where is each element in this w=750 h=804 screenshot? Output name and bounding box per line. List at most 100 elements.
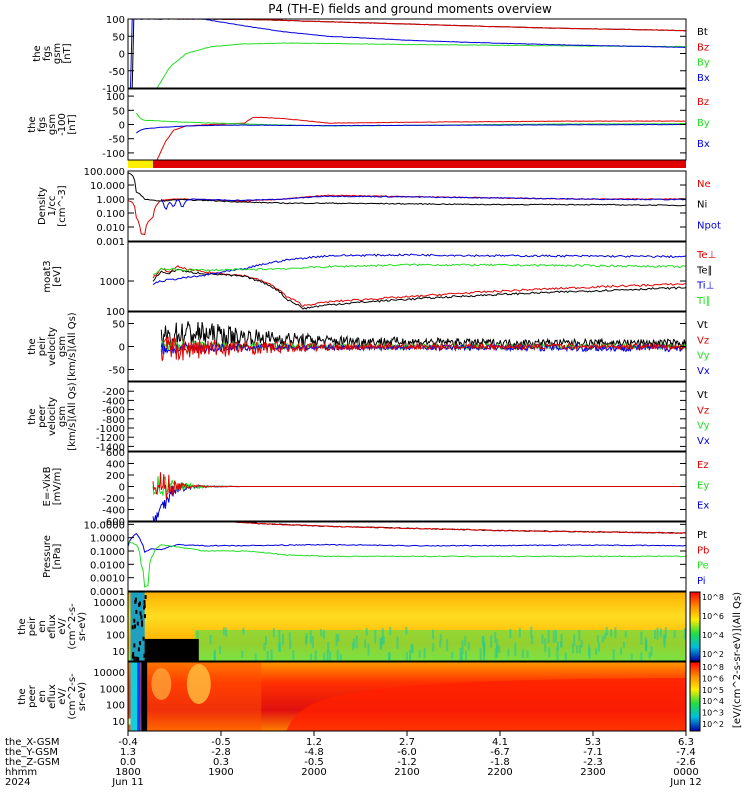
panel-frame (127, 451, 687, 522)
spectrogram-noise (560, 634, 563, 648)
spectrogram-noise (460, 653, 463, 661)
spectrogram-noise (530, 626, 533, 638)
spectrogram-noise (209, 635, 212, 645)
colorbar-tick-label: 10^3 (702, 709, 724, 718)
spectrogram-noise (620, 647, 623, 656)
spectrogram-noise (507, 648, 510, 657)
spectrogram-noise (134, 597, 137, 602)
y-tick-label: 1.0000 (90, 534, 125, 545)
spectrogram-noise (653, 629, 656, 639)
spectrogram-noise (622, 641, 625, 648)
spectrogram-noise (288, 632, 291, 640)
plot-area-1 (130, 19, 686, 88)
spectrogram-noise (531, 636, 534, 645)
spectrogram-noise (459, 648, 462, 661)
spectrogram-noise (135, 656, 138, 661)
y-tick-label: -100 (102, 149, 125, 160)
panel-5: 50 0 -50 Vt Vz Vy Vx the peir velocity gsm [km/s](A… (27, 311, 710, 382)
legend-entry: Vz (697, 405, 709, 416)
spectrogram-noise (270, 649, 273, 661)
y-tick-label: -50 (109, 67, 125, 78)
spectrogram-noise (576, 645, 579, 654)
spectrogram-noise (137, 657, 140, 661)
y-axis-label: (cm^2-s- (67, 673, 78, 720)
y-tick-label: -200 (102, 494, 125, 505)
spectrogram-noise (601, 635, 604, 643)
series-line-Ey (152, 476, 686, 496)
spectrogram-noise (327, 642, 330, 653)
x-tick-label: Jun 11 (111, 777, 144, 788)
legend-entry: Ti∥ (696, 296, 711, 307)
colorbar-1 (689, 591, 701, 662)
colorbar-label: [eV/(cm^2-s-sr-eV)](All Qs) (732, 592, 743, 728)
spectrogram-noise (142, 636, 145, 641)
spectrogram-noise (461, 640, 464, 655)
spectrogram-noise (580, 640, 583, 648)
spectrogram-noise (134, 599, 137, 604)
spectrogram-noise (387, 652, 390, 661)
spectrogram-noise (254, 653, 257, 661)
y-tick-label: -50 (109, 135, 125, 146)
spectrogram-noise (514, 642, 517, 657)
spectrogram-noise (624, 631, 627, 638)
plot-area-3 (128, 172, 686, 236)
series-line-Bz (161, 19, 686, 32)
spectrogram-noise (137, 647, 140, 652)
panel-frame (127, 170, 687, 242)
x-tick-label: 0000 (673, 767, 698, 778)
legend-entry: Pb (697, 545, 709, 556)
spectrogram-noise (490, 635, 493, 648)
y-tick-label: 100 (106, 92, 125, 103)
series-line-Vt (160, 321, 686, 349)
y-tick-label: -400 (102, 396, 125, 407)
plot-area-4 (152, 253, 686, 310)
legend-entry: Bz (697, 97, 709, 108)
panel-8: 10.0000 1.0000 0.1000 0.0100 0.0010 0.0001 Pt P… (42, 520, 709, 598)
spectrogram-noise (573, 634, 576, 646)
colorbar-tick-label: 10^2 (702, 650, 724, 659)
y-axis-label: velocity (47, 397, 58, 436)
colorbar-tick-label: 10^4 (702, 631, 724, 640)
y-tick-label: 0.0100 (90, 560, 125, 571)
y-axis-label: sr-eV) (77, 612, 88, 641)
y-axis-label: [nT] (67, 114, 78, 134)
x-tick-label: -0.5 (304, 757, 324, 768)
x-tick-label: -2.3 (583, 757, 603, 768)
y-axis-label: gsm (57, 406, 68, 427)
spectrogram-noise (225, 627, 228, 637)
spectrogram-noise (410, 643, 413, 653)
spectrogram-noise (355, 635, 358, 649)
y-tick-label: 0.0010 (90, 574, 125, 585)
panel-frame (127, 241, 687, 312)
spectrogram-noise (446, 639, 449, 652)
y-tick-label: 0.1000 (90, 547, 125, 558)
y-axis-label: velocity (47, 327, 58, 366)
spectrogram-noise (219, 645, 222, 654)
spectrogram-noise (571, 643, 574, 654)
x-tick-label: 2300 (580, 767, 605, 778)
y-tick-label: 0 (119, 483, 125, 494)
legend-entry: Bx (697, 139, 710, 150)
y-axis-label: eV/ (57, 618, 68, 635)
x-tick-label: -0.5 (211, 737, 231, 748)
legend-entry: By (697, 118, 710, 129)
spectrogram-noise (548, 647, 551, 657)
y-axis-label: [mV/m] (52, 468, 63, 506)
spectrogram-noise (329, 651, 332, 661)
spectrogram-band (128, 718, 131, 725)
y-axis-label: peir (37, 336, 48, 356)
legend-entry: By (697, 58, 710, 69)
spectrogram-noise (143, 614, 146, 619)
y-tick-label: 0 (119, 121, 125, 132)
spectrogram-noise (483, 643, 486, 657)
y-tick-label: 50 (112, 106, 125, 117)
colorbar-tick-label: 10^6 (702, 674, 724, 683)
spectrogram-noise (481, 636, 484, 646)
y-axis-label: eV/ (57, 688, 68, 705)
spectrogram-noise (554, 629, 557, 642)
spectrogram-noise (418, 650, 421, 658)
spectrogram-noise (648, 652, 651, 659)
spectrogram-dropout (140, 638, 199, 661)
